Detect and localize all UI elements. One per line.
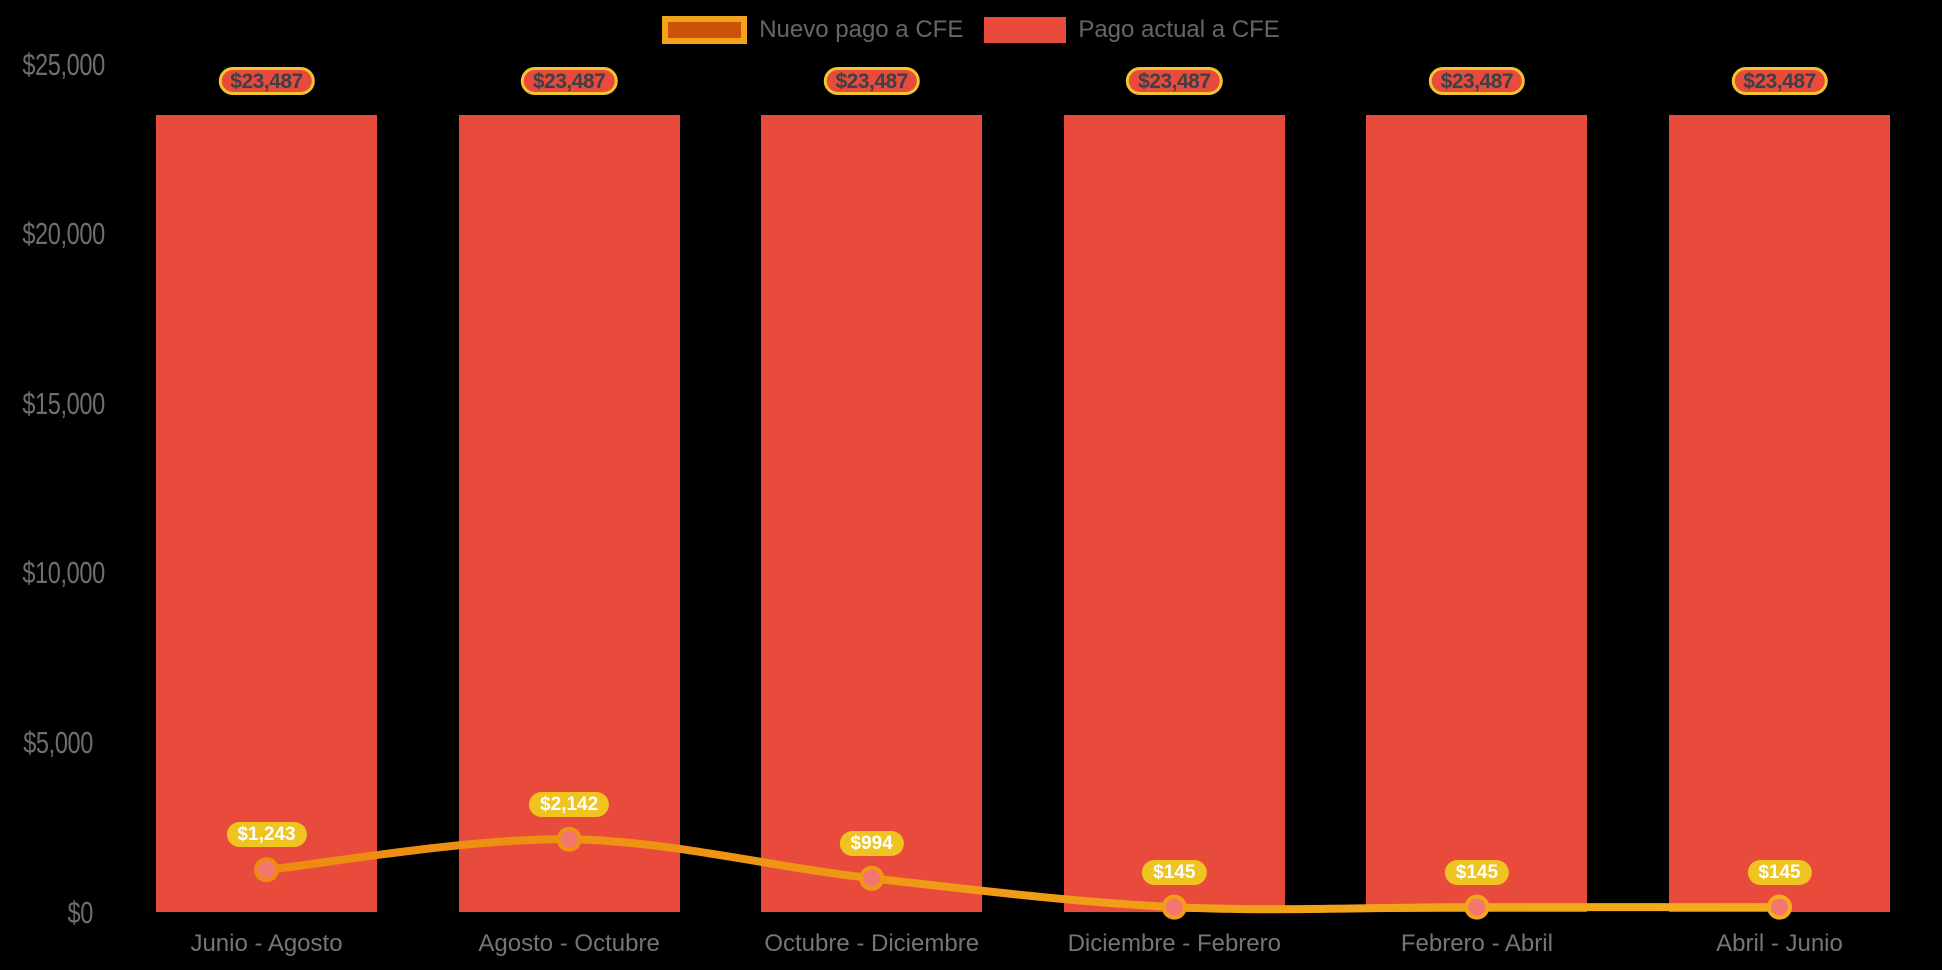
line-value-pill: $1,243 bbox=[226, 822, 307, 848]
bar-value-badge: $23,487 bbox=[1126, 67, 1223, 96]
y-axis-label: $5,000 bbox=[23, 724, 93, 760]
line-point-marker[interactable] bbox=[1464, 894, 1490, 920]
line-point-marker[interactable] bbox=[1161, 894, 1187, 920]
legend-label-pago-actual: Pago actual a CFE bbox=[1078, 16, 1280, 43]
y-axis-label: $0 bbox=[67, 894, 94, 930]
x-axis-label: Febrero - Abril bbox=[1400, 930, 1553, 957]
x-axis-label: Agosto - Octubre bbox=[478, 930, 660, 957]
y-axis-label: $20,000 bbox=[22, 216, 105, 252]
bar[interactable] bbox=[156, 115, 377, 912]
legend-item-nuevo-pago[interactable]: Nuevo pago a CFE bbox=[662, 16, 963, 44]
y-axis-label: $15,000 bbox=[22, 385, 105, 421]
nuevo-pago-line bbox=[262, 835, 1784, 914]
x-axis-label: Octubre - Diciembre bbox=[764, 930, 980, 957]
legend-label-nuevo-pago: Nuevo pago a CFE bbox=[759, 16, 964, 43]
x-axis-label: Junio - Agosto bbox=[190, 930, 343, 957]
line-point-marker[interactable] bbox=[556, 826, 582, 852]
line-value-pill: $2,142 bbox=[529, 791, 610, 817]
line-point-marker[interactable] bbox=[859, 865, 885, 891]
legend-line-swatch-icon bbox=[662, 16, 748, 44]
bar-value-badge: $23,487 bbox=[218, 67, 315, 96]
x-axis-label: Abril - Junio bbox=[1716, 930, 1843, 957]
bar[interactable] bbox=[1063, 115, 1285, 912]
line-point-marker[interactable] bbox=[1767, 894, 1792, 920]
y-axis-label: $25,000 bbox=[22, 46, 105, 82]
legend: Nuevo pago a CFE Pago actual a CFE bbox=[0, 16, 1942, 44]
legend-bar-swatch-icon bbox=[984, 17, 1067, 43]
y-axis-label: $10,000 bbox=[22, 555, 105, 591]
bar-value-badge: $23,487 bbox=[823, 67, 920, 96]
legend-item-pago-actual[interactable]: Pago actual a CFE bbox=[984, 16, 1280, 44]
line-value-pill: $145 bbox=[1142, 859, 1207, 885]
x-axis-label: Diciembre - Febrero bbox=[1067, 930, 1281, 957]
bar-value-badge: $23,487 bbox=[1428, 67, 1526, 96]
bar[interactable] bbox=[1669, 115, 1890, 912]
line-point-marker[interactable] bbox=[254, 857, 279, 883]
bar[interactable] bbox=[1366, 115, 1588, 912]
bar[interactable] bbox=[761, 115, 983, 912]
line-value-pill: $994 bbox=[839, 830, 904, 856]
line-value-pill: $145 bbox=[1747, 859, 1812, 885]
bar[interactable] bbox=[458, 115, 680, 912]
bar-value-badge: $23,487 bbox=[1731, 67, 1828, 96]
line-value-pill: $145 bbox=[1444, 859, 1510, 885]
bar-value-badge: $23,487 bbox=[520, 67, 618, 96]
